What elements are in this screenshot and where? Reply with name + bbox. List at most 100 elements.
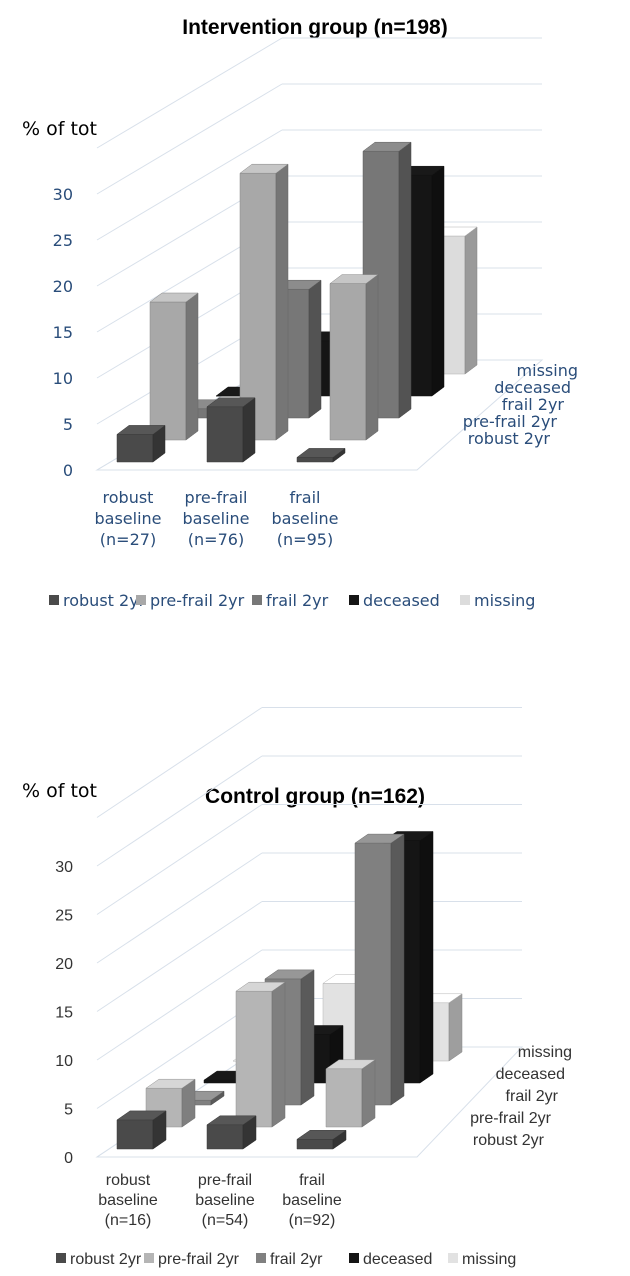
x-category-label: pre-frail baseline (n=54) — [195, 1172, 255, 1229]
y-tick-label: 10 — [53, 369, 73, 388]
bars — [116, 141, 478, 463]
bar-top — [235, 981, 286, 992]
gridline-side — [96, 804, 263, 915]
y-tick-label: 0 — [63, 461, 73, 480]
chart-floor — [95, 1046, 524, 1158]
legend-label: missing — [474, 591, 535, 610]
bar-top — [145, 1078, 196, 1089]
depth-axis-label: missing — [518, 1044, 572, 1061]
bar-front — [235, 990, 273, 1128]
bar-top — [264, 969, 315, 980]
bars — [116, 831, 463, 1150]
bar-top — [116, 425, 166, 435]
depth-axis-label: pre-frail 2yr — [463, 412, 558, 431]
bar-front — [206, 406, 244, 463]
x-category-label: frail baseline (n=92) — [282, 1172, 342, 1229]
gridline-side — [96, 755, 263, 867]
bar-top — [116, 1110, 167, 1121]
bar-robust-2yr-2 — [296, 447, 346, 463]
bar-side — [242, 397, 256, 463]
depth-axis-label: pre-frail 2yr — [470, 1110, 552, 1127]
legend-swatch — [49, 595, 59, 605]
bar-front — [149, 301, 187, 441]
depth-axis-label: frail 2yr — [502, 395, 565, 414]
bar-front — [325, 1068, 363, 1128]
legend-swatch — [460, 595, 470, 605]
bar-pre-frail-2yr-2 — [329, 274, 379, 441]
depth-axis-label: robust 2yr — [473, 1132, 545, 1149]
chart-title: Intervention group (n=198) — [182, 16, 447, 39]
bar-front — [116, 1119, 154, 1150]
depth-axis-label: deceased — [494, 378, 571, 397]
bar-front — [116, 434, 154, 463]
bar-top — [206, 397, 256, 408]
legend: robust 2yr pre-frail 2yr frail 2yr deceased… — [49, 591, 535, 610]
legend-label: robust 2yr — [70, 1251, 142, 1268]
depth-axis-label: robust 2yr — [468, 429, 551, 448]
bar-top — [239, 163, 289, 174]
legend-label: deceased — [363, 591, 440, 610]
legend-label: pre-frail 2yr — [158, 1251, 240, 1268]
bar-side — [308, 279, 322, 419]
legend-swatch — [349, 595, 359, 605]
bar-top — [296, 1130, 347, 1140]
y-tick-label: 10 — [55, 1053, 73, 1070]
y-axis-label: % of tot — [22, 118, 97, 140]
bar-front — [206, 1124, 244, 1150]
bar-robust-2yr-1 — [206, 1115, 257, 1150]
legend-label: missing — [462, 1251, 516, 1268]
y-tick-label: 20 — [53, 277, 73, 296]
bar-front — [296, 457, 334, 463]
chart-title: Control group (n=162) — [205, 785, 425, 808]
bar-pre-frail-2yr-1 — [239, 163, 289, 441]
legend-label: frail 2yr — [270, 1251, 323, 1268]
legend-swatch — [252, 595, 262, 605]
gridline-side — [96, 901, 263, 1012]
bar-side — [390, 833, 405, 1106]
y-tick-label: 5 — [63, 415, 73, 434]
gridline-side — [96, 83, 283, 195]
y-axis-label: % of tot — [22, 780, 97, 802]
bar-top — [325, 1059, 376, 1070]
legend-swatch — [56, 1253, 66, 1263]
bar-front — [296, 1139, 334, 1150]
y-tick-label: 25 — [53, 231, 73, 250]
bar-pre-frail-2yr-2 — [325, 1059, 376, 1128]
bar-front — [329, 283, 367, 441]
control-chart: Control group (n=162) % of tot 0 5 10 15 20 25 3… — [22, 707, 572, 1268]
bar-side — [365, 274, 379, 441]
bar-side — [185, 292, 199, 441]
legend-label: frail 2yr — [266, 591, 329, 610]
bar-side — [398, 141, 412, 419]
bar-side — [300, 969, 315, 1106]
bar-side — [271, 981, 286, 1128]
bar-pre-frail-2yr-1 — [235, 981, 286, 1128]
x-category-label: robust baseline (n=27) — [94, 488, 161, 549]
bar-top — [149, 292, 199, 303]
bar-side — [431, 165, 445, 397]
bar-side — [361, 1059, 376, 1128]
y-tick-label: 30 — [53, 185, 73, 204]
bar-side — [464, 226, 478, 375]
y-tick-label: 5 — [64, 1102, 73, 1119]
y-tick-label: 15 — [53, 323, 73, 342]
y-tick-label: 20 — [55, 956, 73, 973]
gridline-side — [96, 37, 283, 149]
legend-swatch — [256, 1253, 266, 1263]
gridline-side — [96, 852, 263, 964]
bar-robust-2yr-0 — [116, 424, 166, 463]
y-tick-label: 0 — [64, 1150, 73, 1167]
gridline-side — [96, 707, 263, 818]
bar-top — [354, 833, 405, 844]
depth-axis-label: frail 2yr — [506, 1088, 559, 1105]
y-tick-label: 15 — [55, 1005, 73, 1022]
bar-top — [206, 1115, 257, 1126]
legend-swatch — [448, 1253, 458, 1263]
bar-top — [329, 274, 379, 284]
bar-robust-2yr-2 — [296, 1129, 347, 1150]
bar-side — [419, 831, 434, 1084]
bar-top — [296, 448, 346, 458]
bar-frail-2yr-2 — [362, 141, 412, 419]
gridline-side — [96, 998, 263, 1109]
